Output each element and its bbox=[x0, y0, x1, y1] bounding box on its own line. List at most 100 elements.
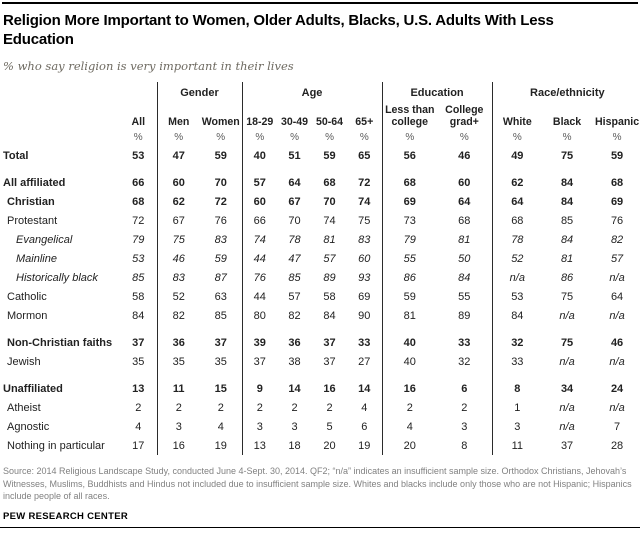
value-cell: 59 bbox=[323, 149, 336, 162]
table-row: Total 53 47 59 40 51 59 65 56 46 49 75 59 bbox=[2, 146, 640, 166]
value-cell: 68 bbox=[437, 211, 493, 231]
value-cell: 68 bbox=[511, 214, 524, 227]
value-cell: 75 bbox=[560, 336, 574, 349]
table-row: Catholic 58 52 63 44 57 58 69 59 55 53 75 64 bbox=[2, 287, 640, 307]
section-gap-row bbox=[2, 371, 640, 380]
value-cell: 37 bbox=[560, 439, 574, 452]
value-cell: 3 bbox=[291, 420, 298, 433]
table-row: Evangelical 79 75 83 74 78 81 83 79 81 78 84 82 bbox=[2, 230, 640, 250]
value-cell: 72 bbox=[200, 192, 243, 212]
value-cell: 47 bbox=[172, 149, 185, 162]
value-cell: 28 bbox=[610, 439, 624, 452]
unit-cell: % bbox=[437, 128, 493, 147]
value-cell: 67 bbox=[172, 214, 185, 227]
value-cell: 16 bbox=[323, 382, 336, 395]
value-cell: 55 bbox=[437, 287, 493, 307]
value-cell: 66 bbox=[253, 214, 266, 227]
table-row: Christian 68 62 72 60 67 70 74 69 64 64 84 69 bbox=[2, 192, 640, 212]
unit-cell: % bbox=[174, 131, 184, 143]
value-cell: 60 bbox=[253, 195, 266, 208]
value-cell: 76 bbox=[253, 271, 266, 284]
value-cell: 75 bbox=[347, 211, 383, 231]
value-cell: 37 bbox=[200, 333, 243, 353]
value-cell: 84 bbox=[560, 176, 574, 189]
value-cell: 82 bbox=[610, 233, 624, 246]
value-cell: 78 bbox=[511, 233, 524, 246]
value-cell: 83 bbox=[347, 230, 383, 250]
column-group-education: Education bbox=[382, 82, 493, 100]
value-cell: 20 bbox=[323, 439, 336, 452]
value-cell: 14 bbox=[288, 382, 301, 395]
column-group-spacer bbox=[2, 82, 158, 100]
table-row: Non-Christian faiths 37 36 37 39 36 37 33 40 33 32… bbox=[2, 333, 640, 353]
value-cell: 1 bbox=[514, 401, 521, 414]
value-cell: 81 bbox=[403, 309, 416, 322]
value-cell: 74 bbox=[323, 214, 336, 227]
value-cell: 46 bbox=[437, 146, 493, 166]
value-cell: 85 bbox=[288, 271, 301, 284]
value-cell: 90 bbox=[347, 306, 383, 326]
value-cell: 37 bbox=[323, 336, 336, 349]
value-cell: 2 bbox=[406, 401, 413, 414]
row-label: Christian bbox=[7, 195, 55, 208]
column-header: College grad+ bbox=[437, 99, 493, 129]
value-cell: 4 bbox=[347, 398, 383, 418]
value-cell: 20 bbox=[403, 439, 416, 452]
value-cell: 32 bbox=[511, 336, 524, 349]
column-header: Women bbox=[200, 99, 243, 129]
value-cell: 68 bbox=[120, 192, 158, 212]
value-cell: 59 bbox=[200, 146, 243, 166]
table-row: Protestant 72 67 76 66 70 74 75 73 68 68 85 76 bbox=[2, 211, 640, 231]
value-cell: 78 bbox=[288, 233, 301, 246]
value-cell: 3 bbox=[175, 420, 182, 433]
column-header: 18-29 bbox=[246, 115, 274, 128]
value-cell: 38 bbox=[288, 355, 301, 368]
value-cell: 2 bbox=[175, 401, 182, 414]
unit-cell: % bbox=[405, 131, 415, 143]
value-cell: 13 bbox=[253, 439, 266, 452]
value-cell: 70 bbox=[200, 173, 243, 193]
value-cell: 60 bbox=[172, 176, 185, 189]
value-cell: 69 bbox=[347, 287, 383, 307]
table-row: Unaffiliated 13 11 15 9 14 16 14 16 6 8 34 24 bbox=[2, 379, 640, 399]
value-cell: 56 bbox=[403, 149, 416, 162]
value-cell: 66 bbox=[120, 173, 158, 193]
value-cell: 65 bbox=[347, 146, 383, 166]
value-cell: 57 bbox=[610, 252, 624, 265]
value-cell: 84 bbox=[120, 306, 158, 326]
value-cell: 4 bbox=[120, 417, 158, 437]
column-group-race-ethnicity: Race/ethnicity bbox=[530, 87, 605, 100]
value-cell: 2 bbox=[437, 398, 493, 418]
value-cell: n/a bbox=[559, 355, 575, 368]
value-cell: 60 bbox=[347, 249, 383, 269]
value-cell: 37 bbox=[323, 355, 336, 368]
unit-cell: % bbox=[562, 131, 572, 143]
table-row: Mormon 84 82 85 80 82 84 90 81 89 84 n/a n/a bbox=[2, 306, 640, 326]
value-cell: 69 bbox=[403, 195, 416, 208]
value-cell: 2 bbox=[291, 401, 298, 414]
value-cell: 86 bbox=[403, 271, 416, 284]
brand-label: PEW RESEARCH CENTER bbox=[3, 510, 128, 522]
value-cell: n/a bbox=[609, 355, 625, 368]
value-cell: 62 bbox=[511, 176, 524, 189]
value-cell: 9 bbox=[256, 382, 263, 395]
value-cell: n/a bbox=[609, 271, 625, 284]
value-cell: 52 bbox=[511, 252, 524, 265]
value-cell: 83 bbox=[172, 271, 185, 284]
value-cell: 53 bbox=[120, 146, 158, 166]
value-cell: 73 bbox=[403, 214, 416, 227]
table-row: Atheist 2 2 2 2 2 2 4 2 2 1 n/a n/a bbox=[2, 398, 640, 418]
value-cell: 19 bbox=[347, 436, 383, 456]
value-cell: 93 bbox=[347, 268, 383, 288]
value-cell: 39 bbox=[253, 336, 266, 349]
value-cell: n/a bbox=[559, 309, 575, 322]
unit-cell: % bbox=[120, 128, 158, 147]
value-cell: 36 bbox=[288, 336, 301, 349]
value-cell: 86 bbox=[560, 271, 574, 284]
table-row: All affiliated 66 60 70 57 64 68 72 68 60 62 84 68 bbox=[2, 173, 640, 193]
value-cell: 60 bbox=[437, 173, 493, 193]
value-cell: 7 bbox=[614, 420, 621, 433]
subtitle: % who say religion is very important in … bbox=[3, 59, 294, 74]
value-cell: 33 bbox=[437, 333, 493, 353]
report-figure: Religion More Important to Women, Older … bbox=[0, 2, 640, 522]
